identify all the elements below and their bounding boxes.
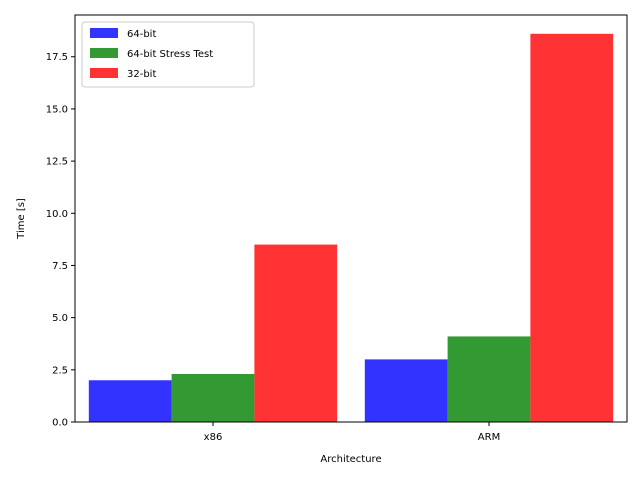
bar-64-bit-stress-test-arm	[447, 336, 531, 422]
x-tick-label: ARM	[478, 432, 500, 443]
legend-label: 64-bit Stress Test	[127, 49, 213, 60]
x-axis: x86 ARM	[204, 422, 500, 443]
legend-box	[81, 21, 255, 88]
axes-frame	[74, 14, 628, 423]
legend-label: 32-bit	[127, 69, 156, 80]
y-tick-label: 5.0	[52, 313, 68, 324]
x-axis-label: Architecture	[320, 454, 381, 465]
y-tick-label: 12.5	[46, 157, 68, 168]
y-tick-label: 10.0	[46, 209, 68, 220]
bar-64-bit-x86	[88, 380, 172, 422]
y-tick-label: 0.0	[52, 418, 68, 429]
y-tick-label: 2.5	[52, 365, 68, 376]
y-tick-label: 17.5	[46, 52, 68, 63]
y-tick-label: 15.0	[46, 104, 68, 115]
legend-swatch	[90, 28, 118, 38]
legend-swatch	[90, 68, 118, 78]
y-axis: 0.0 2.5 5.0 7.5 10.0 12.5 15.0 17.5	[46, 52, 75, 429]
y-axis-label: Time [s]	[16, 198, 27, 240]
bar-64-bit-stress-test-x86	[171, 373, 255, 422]
legend-swatch	[90, 48, 118, 58]
bar-32-bit-x86	[254, 244, 338, 422]
x-tick-label: x86	[204, 432, 223, 443]
legend: 64-bit 64-bit Stress Test 32-bit	[81, 21, 255, 88]
bar-32-bit-arm	[530, 33, 614, 423]
y-tick-label: 7.5	[52, 261, 68, 272]
legend-label: 64-bit	[127, 29, 156, 40]
bar-64-bit-arm	[364, 359, 448, 422]
bars	[88, 33, 614, 423]
